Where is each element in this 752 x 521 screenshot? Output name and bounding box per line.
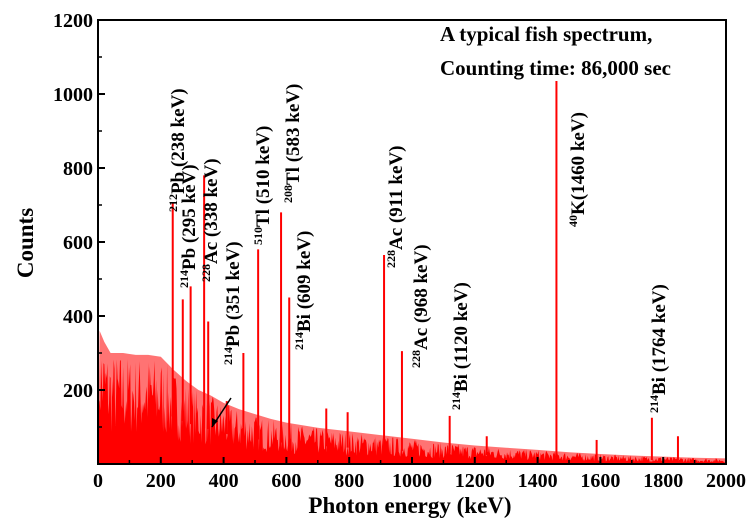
peak-label-text: Bi (1764 keV)	[649, 284, 670, 395]
peak-label-isotope-mass: 214	[647, 395, 661, 413]
annotation-line-1: A typical fish spectrum,	[440, 22, 652, 46]
spectrum-fill-layer	[98, 330, 726, 464]
peak-label-isotope-mass: 40	[566, 215, 580, 227]
x-tick-label: 1000	[392, 470, 432, 492]
x-axis-title: Photon energy (keV)	[308, 493, 511, 518]
peak-label: 510Tl (510 keV)	[251, 126, 274, 245]
peak-label-isotope-mass: 510	[251, 227, 265, 245]
spectrum-envelope	[98, 330, 726, 464]
peak-label-text: Pb (238 keV)	[168, 88, 189, 194]
spectrum-peak-layer	[171, 81, 679, 461]
peak-label: 208Tl (583 keV)	[281, 84, 304, 203]
y-tick-label: 800	[63, 158, 93, 180]
x-tick-label: 1400	[518, 470, 558, 492]
x-axis-ticks: 0 200 400 600 800 1000 1200 1400 1600 1800 2000	[93, 457, 746, 492]
pb351-arrowhead-icon	[212, 418, 218, 427]
peak-label-text: K(1460 keV)	[568, 112, 589, 215]
peak-label-isotope-mass: 228	[199, 264, 213, 282]
peak-label-text: Ac (968 keV)	[411, 244, 432, 350]
peak-label-isotope-mass: 214	[292, 332, 306, 350]
y-tick-label: 200	[63, 380, 93, 402]
peak-label-text: Pb (295 keV)	[179, 164, 200, 270]
peak-label: 214Bi (609 keV)	[292, 231, 315, 350]
annotation-line-2: Counting time: 86,000 sec	[440, 56, 671, 80]
y-tick-label: 600	[63, 232, 93, 254]
y-axis-ticks: 200 400 600 800 1000 1200	[53, 10, 105, 428]
x-tick-label: 1200	[455, 470, 495, 492]
peak-label-text: Tl (583 keV)	[283, 84, 304, 185]
x-tick-label: 1600	[580, 470, 620, 492]
peak-label-text: Ac (911 keV)	[386, 146, 407, 250]
x-tick-label: 0	[93, 470, 103, 492]
peak-labels: 212Pb (238 keV)214Pb (295 keV)228Ac (338…	[166, 84, 670, 413]
peak-label: 214Bi (1764 keV)	[647, 284, 670, 413]
peak-label: 214Bi (1120 keV)	[449, 282, 472, 410]
peak-label-text: Tl (510 keV)	[253, 126, 274, 227]
peak-label-isotope-mass: 228	[409, 350, 423, 368]
x-tick-label: 800	[334, 470, 364, 492]
x-tick-label: 1800	[643, 470, 683, 492]
y-tick-label: 1200	[53, 10, 93, 32]
peak-label: 212Pb (238 keV)	[166, 88, 189, 212]
peak-label-text: Bi (609 keV)	[294, 231, 315, 332]
x-tick-label: 400	[209, 470, 239, 492]
peak-label-text: Ac (338 keV)	[201, 158, 222, 264]
peak-label-isotope-mass: 212	[166, 194, 180, 212]
x-tick-label: 200	[146, 470, 176, 492]
y-tick-label: 400	[63, 306, 93, 328]
x-tick-label: 600	[271, 470, 301, 492]
peak-label-isotope-mass: 208	[281, 185, 295, 203]
peak-label-isotope-mass: 214	[221, 347, 235, 365]
peak-label-text: Bi (1120 keV)	[451, 282, 472, 392]
peak-label: 228Ac (968 keV)	[409, 244, 432, 368]
x-tick-label: 2000	[706, 470, 746, 492]
peak-label-text: Pb (351 keV)	[223, 241, 244, 347]
peak-label: 228Ac (911 keV)	[384, 146, 407, 268]
peak-label: 214Pb (351 keV)	[221, 241, 244, 365]
peak-label: 228Ac (338 keV)	[199, 158, 222, 282]
peak-label: 40K(1460 keV)	[566, 112, 589, 227]
peak-label-isotope-mass: 214	[449, 392, 463, 410]
peak-label-isotope-mass: 228	[384, 250, 398, 268]
peak-label: 214Pb (295 keV)	[177, 164, 200, 288]
y-tick-label: 1000	[53, 84, 93, 106]
peak-label-isotope-mass: 214	[177, 270, 191, 288]
y-axis-title: Counts	[13, 208, 38, 278]
